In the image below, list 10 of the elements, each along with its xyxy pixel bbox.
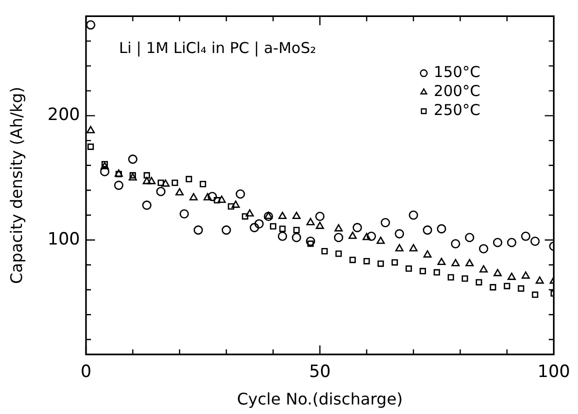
- legend-label: 150°C: [434, 63, 480, 82]
- x-axis-title: Cycle No.(discharge): [236, 390, 403, 409]
- legend-label: 200°C: [434, 82, 480, 100]
- x-tick-label: 0: [80, 362, 92, 382]
- x-tick-label: 50: [309, 362, 331, 382]
- annotation: Li | 1M LiCl₄ in PC | a-MoS₂: [119, 39, 316, 58]
- y-tick-label: 200: [48, 105, 80, 126]
- y-axis-title: Capacity density (Ah/kg): [6, 86, 26, 284]
- legend-label: 250°C: [434, 101, 480, 120]
- x-tick-label: 100: [538, 362, 570, 382]
